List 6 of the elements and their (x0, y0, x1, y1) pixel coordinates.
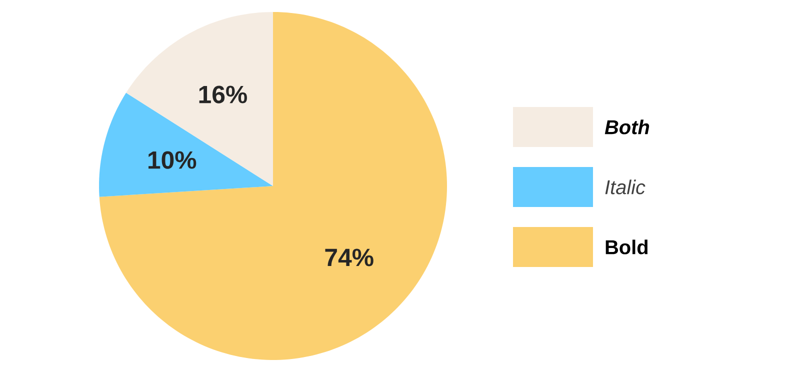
legend-label: Bold (606, 240, 648, 254)
data-label: 74% (325, 248, 374, 266)
legend-label: Italic (605, 180, 646, 194)
data-label: 16% (199, 86, 247, 104)
data-label: 10% (148, 151, 196, 169)
legend-label: Both (604, 120, 650, 134)
